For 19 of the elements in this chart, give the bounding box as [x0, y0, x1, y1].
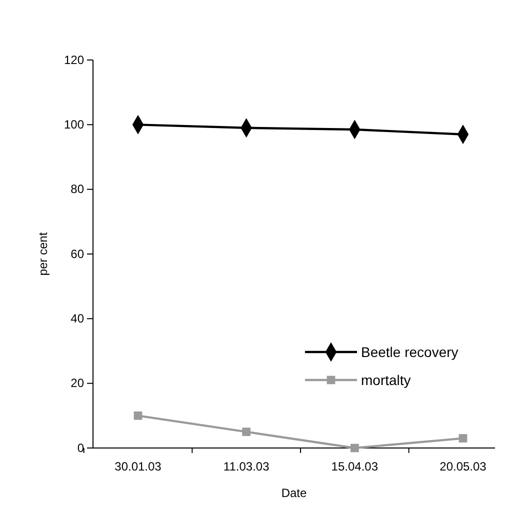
x-tick-label: 11.03.03 [223, 460, 270, 474]
y-tick-label: 60 [70, 246, 84, 261]
y-tick-label: 20 [70, 376, 84, 390]
point [458, 434, 468, 442]
x-axis-title: Date [281, 486, 307, 500]
y-tick-label: 80 [70, 182, 84, 196]
y-tick-label: 40 [70, 312, 84, 326]
x-tick-label: 20.05.03 [440, 460, 487, 474]
point [134, 411, 142, 420]
legend-label: Beetle recovery [361, 344, 458, 360]
y-tick-label: 100 [64, 118, 84, 132]
legend-label: mortalty [361, 372, 411, 388]
y-tick-label: 0 [77, 440, 84, 455]
y-axis-title: per cent [36, 232, 50, 276]
y-tick-label: 120 [64, 52, 84, 67]
point [242, 428, 251, 436]
point [350, 444, 359, 452]
x-tick-label: 15.04.03 [331, 460, 378, 474]
x-tick-label: 30.01.03 [114, 460, 162, 474]
